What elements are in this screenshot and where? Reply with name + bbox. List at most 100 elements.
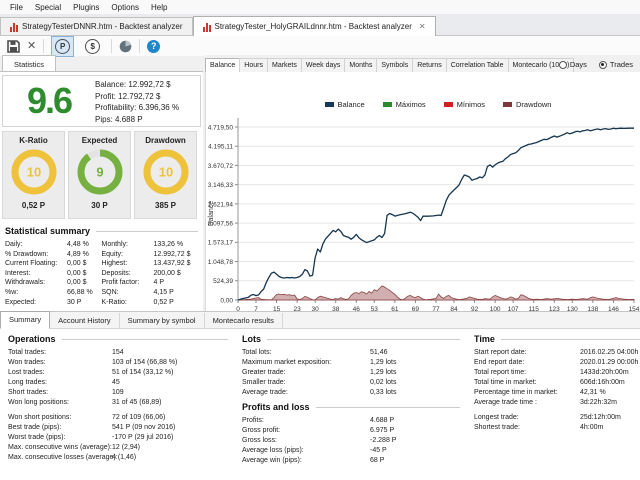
gauge-title: Drawdown (145, 136, 186, 145)
kv-label: Shortest trade: (474, 424, 520, 431)
toolbar-separator (43, 39, 45, 53)
kv-label: Short trades: (8, 389, 49, 396)
kv-value: 45 (112, 379, 120, 386)
svg-text:84: 84 (450, 306, 458, 313)
window-tab[interactable]: StrategyTesterDNNR.htm - Backtest analyz… (0, 17, 193, 35)
summary-tab-montecarlo-results[interactable]: Montecarlo results (204, 313, 283, 328)
kv-value: 606d:16h:00m (580, 379, 625, 386)
kv-label: Daily: (5, 241, 23, 248)
menubar: File Special Plugins Options Help (0, 0, 640, 14)
kv-row: Won long positions: 31 of 45 (68,89) (8, 398, 228, 408)
gauge-ring: 10 (143, 149, 188, 195)
summary-tab-summary-by-symbol[interactable]: Summary by symbol (119, 313, 205, 328)
kv-label: Average loss (pips): (242, 447, 304, 454)
chart-tab-markets[interactable]: Markets (266, 58, 302, 72)
kv-value: 1,29 lots (370, 359, 397, 366)
menu-item-options[interactable]: Options (111, 2, 139, 12)
kv-value: 1,29 lots (370, 369, 397, 376)
time-section: Time Start report date: 2016.02.25 04:00h… (466, 329, 640, 480)
svg-text:7: 7 (254, 306, 258, 313)
svg-text:524,39: 524,39 (213, 278, 233, 285)
kv-row: Profits: 4.688 P (242, 416, 460, 426)
gauge-kratio: K-Ratio 10 0,52 P (2, 131, 65, 219)
gauge-title: K-Ratio (19, 136, 48, 145)
help-button[interactable]: ? (147, 39, 161, 53)
kv-label: Worst trade (pips): (8, 434, 66, 441)
menu-item-help[interactable]: Help (150, 2, 168, 12)
gauge-ring: 10 (11, 149, 56, 195)
menu-item-file[interactable]: File (10, 2, 23, 12)
gauge-expected: Expected 9 30 P (68, 131, 131, 219)
menu-item-plugins[interactable]: Plugins (73, 2, 100, 12)
kv-row: Percentage time in market: 42,31 % (474, 388, 640, 398)
svg-text:15: 15 (273, 306, 281, 313)
kv-label: Total report time: (474, 369, 527, 376)
score-line-label: Balance: (95, 80, 129, 89)
kv-row: Deposits: 200,00 $ (102, 269, 199, 279)
tab-statistics[interactable]: Statistics (2, 55, 56, 72)
kv-row: Lost trades: 51 of 154 (33,12 %) (8, 368, 228, 378)
tab-close-icon[interactable]: ✕ (418, 22, 426, 31)
save-button[interactable] (7, 39, 20, 53)
kv-value: 0,02 lots (370, 379, 397, 386)
bar-chart-icon (10, 22, 18, 32)
chart-tab-week-days[interactable]: Week days (300, 58, 346, 72)
kv-label: Profits: (242, 417, 264, 424)
svg-text:77: 77 (432, 306, 440, 313)
kv-label: Expected: (5, 298, 37, 306)
chart-tab-correlation-table[interactable]: Correlation Table (445, 58, 509, 72)
lots-section: Lots Total lots: 51,46 Maximum market expo… (234, 329, 466, 480)
kv-row: Interest: 0,00 $ (5, 269, 102, 279)
y-axis-label: Balance (208, 201, 215, 226)
svg-text:4.195,11: 4.195,11 (208, 144, 233, 151)
radio-trades[interactable]: Trades (598, 60, 633, 69)
kv-value: 68 P (370, 457, 385, 464)
chart-tab-months[interactable]: Months (344, 58, 378, 72)
summary-tab-summary[interactable]: Summary (0, 311, 51, 329)
chart-tabs: Balance Hours Markets Week days Months Symbol… (205, 55, 640, 73)
lots-title: Lots (242, 334, 460, 344)
kv-row: Longest trade: 25d:12h:00m (474, 413, 640, 423)
chart-tab-hours[interactable]: Hours (239, 58, 268, 72)
kv-row: Smaller trade: 0,02 lots (242, 378, 460, 388)
kv-value: 4,89 % (67, 250, 89, 258)
legend-label: Drawdown (516, 100, 552, 109)
gauge-drawdown: Drawdown 10 385 P (134, 131, 197, 219)
kv-label: Long trades: (8, 379, 47, 386)
kv-value: 12 (2,94) (112, 444, 141, 451)
pips-mode-button[interactable]: P (51, 35, 75, 57)
money-mode-button[interactable]: $ (81, 36, 104, 57)
balance-chart-svg: 0,00 524,39 1.048,78 1.573,17 2.097,56 2.621,… (208, 118, 640, 313)
statistical-summary-title: Statistical summary (5, 226, 198, 236)
window-tab[interactable]: StrategyTester_HolyGRAILdnnr.htm - Backt… (192, 16, 436, 36)
profits-loss-title: Profits and loss (242, 402, 460, 412)
kv-value: -2.288 P (370, 437, 397, 444)
svg-text:4.719,50: 4.719,50 (208, 124, 234, 131)
radio-days[interactable]: Days (558, 60, 587, 69)
window-tab-label: StrategyTester_HolyGRAILdnnr.htm - Backt… (214, 22, 412, 31)
kv-label: Max. consecutive wins (average): (8, 444, 112, 451)
kv-row: Average trade time : 3d:22h:32m (474, 398, 640, 408)
menu-item-special[interactable]: Special (34, 2, 62, 12)
radio-label: Trades (609, 60, 633, 69)
kv-value: 109 (112, 389, 124, 396)
kv-row: Total lots: 51,46 (242, 348, 460, 358)
chart-tab-balance[interactable]: Balance (205, 58, 241, 73)
gauge-footer: 385 P (155, 201, 176, 210)
legend-item-maximos: Máximos (382, 100, 426, 109)
chart-tab-symbols[interactable]: Symbols (376, 58, 414, 72)
chart-tab-montecarlo-1000-[interactable]: Montecarlo (1000) (507, 58, 575, 72)
legend-swatch-icon (382, 102, 392, 107)
chart-tab-returns[interactable]: Returns (412, 58, 447, 72)
kv-value: 4 (1,46) (112, 454, 137, 461)
summary-tab-account-history[interactable]: Account History (50, 313, 120, 328)
score-line: Profitability: 6.396,36 % (95, 102, 179, 114)
kv-row: Highest: 13.437,92 $ (102, 259, 199, 269)
kv-value: -45 P (370, 447, 387, 454)
kv-row: Gross loss: -2.288 P (242, 436, 460, 446)
score-line-value: 6.396,36 % (138, 103, 180, 112)
pie-chart-button[interactable] (119, 40, 132, 53)
kv-row: Average trade: 0,33 lots (242, 388, 460, 398)
close-button[interactable]: ✕ (27, 40, 36, 52)
kv-label: Total time in market: (474, 379, 537, 386)
